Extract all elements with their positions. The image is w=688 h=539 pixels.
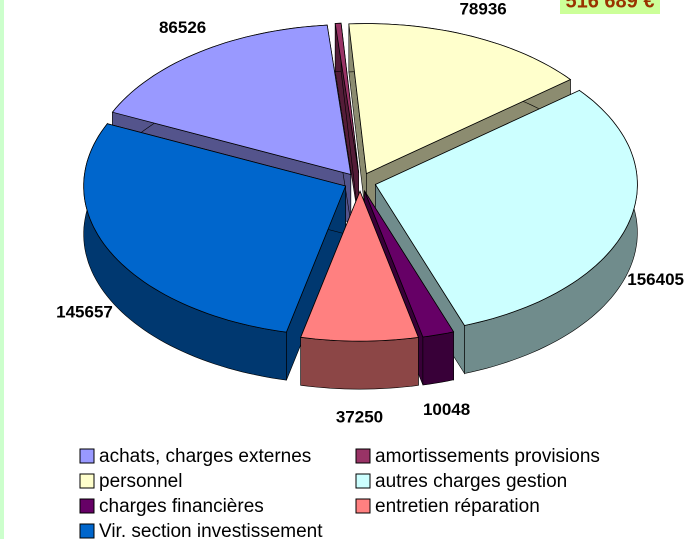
value-label: 86526 [159,18,206,37]
slice [83,123,347,333]
legend-swatch [79,473,95,489]
slice [300,190,419,390]
legend-swatch [355,448,371,464]
slice [364,190,455,338]
slice-side [422,331,454,386]
legend-swatch [355,498,371,514]
legend-label: Vir. section investissement [99,521,323,539]
legend-label: amortissements provisions [375,446,600,467]
legend: achats, charges externes amortissements p… [79,446,600,539]
slice [83,122,347,381]
legend-label: autres charges gestion [375,471,567,492]
total-box [560,0,660,14]
border [0,0,4,539]
total-label: 516 689 € [566,0,655,12]
legend-swatch [79,523,95,539]
legend-label: personnel [99,471,182,492]
legend-swatch [79,448,95,464]
value-label: 37250 [336,407,383,426]
slice-side [300,336,419,390]
slice [348,23,572,175]
value-label: 145657 [56,302,113,321]
legend-label: entretien réparation [375,496,540,517]
legend-label: charges financières [99,496,264,517]
value-label: 78936 [459,0,506,18]
slice [374,89,638,326]
slice [334,22,360,221]
legend-swatch [355,473,371,489]
value-label: 156405 [627,270,684,289]
slice [300,190,419,342]
value-label: 1867 [317,0,355,3]
legend-swatch [79,498,95,514]
pie: 86526 1867 78936 156405 10048 37250 145657 [56,0,684,426]
slice [111,24,352,176]
value-label: 10048 [423,400,470,419]
legend-label: achats, charges externes [99,446,311,467]
slice [334,22,360,173]
